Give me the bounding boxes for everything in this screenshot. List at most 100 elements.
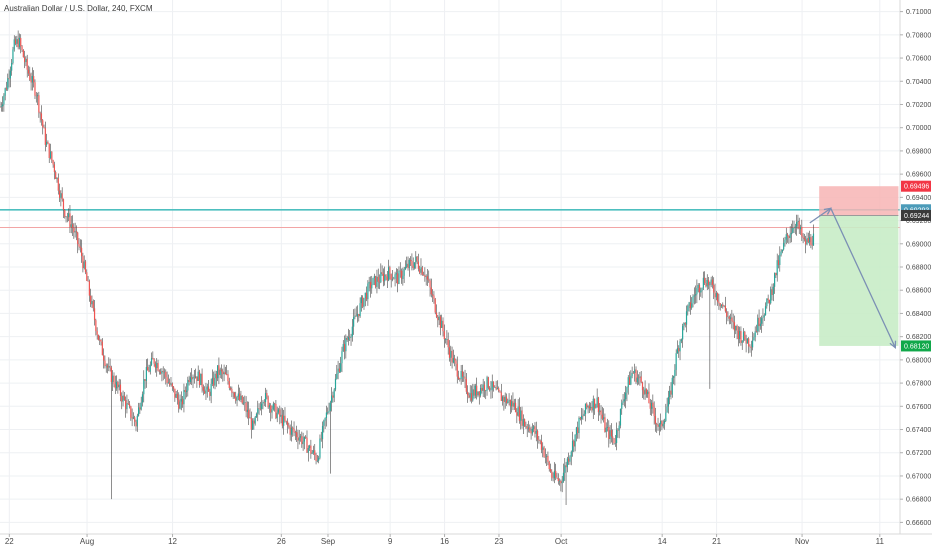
- candle-body: [632, 372, 635, 374]
- candle-body: [463, 376, 465, 378]
- candle-body: [134, 417, 136, 422]
- chart-title: Australian Dollar / U.S. Dollar, 240, FX…: [4, 4, 153, 13]
- candle-body: [327, 412, 329, 413]
- candle-body: [737, 330, 739, 339]
- candle-body: [140, 402, 142, 410]
- candle-body: [87, 280, 89, 282]
- candle-body: [24, 57, 26, 63]
- candle-body: [292, 427, 294, 429]
- candle-body: [720, 304, 723, 307]
- candle-body: [768, 299, 771, 304]
- x-tick-label: Nov: [795, 537, 809, 546]
- candle-body: [18, 37, 21, 48]
- candle-body: [90, 295, 92, 305]
- candle-body: [666, 406, 668, 413]
- candle-body: [9, 70, 11, 79]
- candle-body: [182, 398, 184, 405]
- candle-body: [557, 478, 559, 482]
- candle-body: [696, 288, 698, 295]
- candle-body: [597, 397, 600, 413]
- candle-body: [228, 381, 230, 388]
- candle-body: [220, 369, 223, 372]
- candle-body: [281, 414, 283, 426]
- candle-body: [1, 104, 4, 107]
- candle-body: [540, 440, 543, 450]
- candle-body: [215, 373, 217, 379]
- candle-body: [478, 391, 480, 396]
- candle-body: [636, 377, 638, 383]
- candle-body: [385, 274, 387, 277]
- candle-body: [342, 344, 344, 352]
- candle-body: [49, 151, 52, 159]
- y-tick-label: 0.68800: [906, 265, 931, 272]
- candle-body: [362, 297, 364, 307]
- candle-body: [464, 376, 466, 379]
- candle-body: [333, 389, 335, 398]
- candle-body: [645, 388, 647, 395]
- candle-body: [618, 425, 620, 431]
- candle-body: [332, 395, 334, 398]
- y-tick-label: 0.67800: [906, 381, 931, 388]
- candle-body: [213, 377, 215, 386]
- candle-body: [407, 263, 409, 269]
- candle-body: [509, 399, 511, 407]
- candle-body: [772, 286, 774, 295]
- candle-body: [402, 275, 404, 280]
- candle-body: [781, 249, 783, 252]
- candle-body: [797, 220, 799, 222]
- candle-body: [719, 303, 721, 307]
- candle-body: [689, 302, 692, 309]
- y-tick-label: 0.68400: [906, 311, 931, 318]
- candle-body: [121, 395, 123, 402]
- candle-body: [359, 303, 361, 317]
- x-tick-label: 12: [168, 537, 177, 546]
- candle-body: [197, 371, 199, 381]
- candle-body: [288, 425, 290, 428]
- candle-body: [377, 276, 379, 282]
- candle-body: [331, 395, 333, 403]
- candle-body: [434, 298, 436, 313]
- candle-body: [241, 395, 243, 404]
- candle-body: [435, 312, 438, 317]
- candle-body: [746, 338, 749, 344]
- position-target-zone[interactable]: [819, 215, 899, 346]
- candle-body: [115, 381, 118, 389]
- candle-body: [583, 413, 585, 416]
- candle-body: [710, 279, 712, 283]
- candle-body: [163, 371, 166, 373]
- position-stop-zone[interactable]: [819, 186, 899, 216]
- candle-body: [16, 39, 18, 44]
- candle-body: [43, 127, 45, 129]
- candle-body: [73, 227, 75, 233]
- candle-body: [601, 414, 603, 419]
- candle-body: [650, 402, 653, 409]
- candle-body: [77, 232, 79, 245]
- candle-body: [430, 287, 432, 295]
- candle-body: [277, 409, 280, 413]
- candle-body: [793, 227, 795, 229]
- candle-body: [301, 436, 303, 445]
- candle-body: [621, 402, 623, 409]
- candle-body: [70, 224, 72, 227]
- candle-body: [378, 281, 381, 283]
- candle-body: [482, 384, 484, 391]
- candle-body: [641, 382, 644, 391]
- candle-body: [206, 386, 208, 390]
- candle-body: [267, 396, 269, 408]
- candle-body: [560, 480, 562, 484]
- candle-body: [227, 374, 229, 382]
- candle-body: [103, 355, 105, 361]
- candle-body: [538, 439, 540, 441]
- candle-body: [617, 429, 619, 431]
- candle-body: [172, 386, 175, 389]
- candle-body: [441, 320, 443, 328]
- candle-body: [108, 366, 110, 368]
- candle-body: [551, 471, 553, 478]
- y-tick-label: 0.68200: [906, 334, 931, 341]
- candle-body: [381, 272, 383, 274]
- candle-body: [591, 407, 593, 411]
- candle-body: [420, 267, 422, 273]
- candle-body: [161, 371, 163, 374]
